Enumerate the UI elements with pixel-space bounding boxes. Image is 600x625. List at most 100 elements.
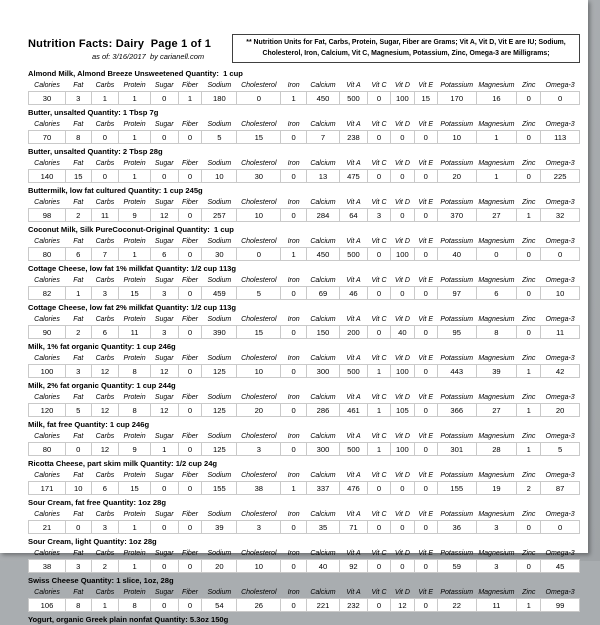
nutrient-value: 1 bbox=[118, 247, 151, 262]
nutrient-value: 87 bbox=[540, 481, 580, 496]
column-header: Carbs bbox=[95, 199, 115, 207]
nutrient-value: 0 bbox=[390, 208, 415, 223]
nutrient-value: 21 bbox=[28, 520, 66, 535]
nutrient-value: 20 bbox=[436, 169, 477, 184]
column-header: Vit E bbox=[418, 355, 434, 363]
column-header: Cholesterol bbox=[241, 511, 277, 519]
column-header: Omega-3 bbox=[545, 199, 575, 207]
column-header: Vit E bbox=[418, 394, 434, 402]
column-header: Vit A bbox=[346, 433, 361, 441]
column-header: Vit C bbox=[371, 355, 387, 363]
nutrient-value: 28 bbox=[475, 442, 518, 457]
column-header: Omega-3 bbox=[545, 433, 575, 441]
nutrient-value: 100 bbox=[390, 91, 415, 106]
nutrition-header-row: Calories Fat Carbs Protein Sugar Fiber Sodium C… bbox=[29, 119, 580, 131]
column-header: Sodium bbox=[207, 433, 232, 441]
nutrient-value: 8 bbox=[64, 598, 92, 613]
column-header: Zinc bbox=[522, 433, 536, 441]
column-header: Magnesium bbox=[478, 472, 515, 480]
column-header: Calories bbox=[34, 277, 60, 285]
nutrition-value-row: 82 1 3 15 3 0 459 5 0 69 46 0 0 0 97 6 0 10 bbox=[28, 286, 580, 301]
nutrient-value: 0 bbox=[149, 169, 179, 184]
nutrient-value: 26 bbox=[236, 598, 282, 613]
column-header: Potassium bbox=[440, 199, 474, 207]
nutrient-value: 0 bbox=[390, 520, 415, 535]
nutrient-value: 42 bbox=[540, 364, 580, 379]
column-header: Magnesium bbox=[478, 160, 515, 168]
column-header: Magnesium bbox=[478, 277, 515, 285]
column-header: Iron bbox=[287, 433, 300, 441]
nutrient-value: 30 bbox=[201, 247, 238, 262]
nutrient-value: 3 bbox=[149, 286, 179, 301]
nutrient-value: 0 bbox=[280, 442, 307, 457]
column-header: Magnesium bbox=[478, 238, 515, 246]
nutrient-value: 0 bbox=[366, 520, 392, 535]
food-section: Sour Cream, light Quantity: 1oz 28g Calo… bbox=[28, 537, 582, 574]
column-header: Zinc bbox=[522, 238, 536, 246]
nutrient-value: 3 bbox=[90, 520, 120, 535]
nutrient-value: 0 bbox=[177, 481, 203, 496]
nutrient-value: 100 bbox=[390, 364, 415, 379]
column-header: Vit D bbox=[394, 82, 410, 90]
nutrient-value: 12 bbox=[390, 598, 415, 613]
food-section: Milk, 2% fat organic Quantity: 1 cup 244… bbox=[28, 381, 582, 418]
nutrient-value: 370 bbox=[436, 208, 477, 223]
column-header: Fiber bbox=[182, 589, 198, 597]
nutrient-value: 0 bbox=[413, 403, 438, 418]
food-title: Buttermilk, low fat cultured Quantity: 1… bbox=[28, 186, 203, 196]
nutrition-value-row: 38 3 2 1 0 0 20 10 0 40 92 0 0 0 59 3 0 45 bbox=[28, 559, 580, 574]
column-header: Potassium bbox=[440, 238, 474, 246]
nutrient-value: 2 bbox=[516, 481, 542, 496]
nutrient-value: 0 bbox=[413, 598, 438, 613]
column-header: Sugar bbox=[154, 82, 174, 90]
nutrition-table: Calories Fat Carbs Protein Sugar Fiber Sodium C… bbox=[28, 236, 580, 262]
nutrition-value-row: 100 3 12 8 12 0 125 10 0 300 500 1 100 0 443 39 1 42 bbox=[28, 364, 580, 379]
nutrient-value: 1 bbox=[366, 442, 392, 457]
nutrient-value: 500 bbox=[339, 442, 368, 457]
nutrient-value: 100 bbox=[390, 442, 415, 457]
nutrient-value: 5 bbox=[201, 130, 238, 145]
column-header: Cholesterol bbox=[241, 121, 277, 129]
nutrient-value: 3 bbox=[366, 208, 392, 223]
nutrient-value: 0 bbox=[516, 169, 542, 184]
column-header: Carbs bbox=[95, 82, 115, 90]
nutrient-value: 1 bbox=[118, 559, 151, 574]
column-header: Zinc bbox=[522, 316, 536, 324]
column-header: Sugar bbox=[154, 433, 174, 441]
nutrient-value: 301 bbox=[436, 442, 477, 457]
nutrient-value: 459 bbox=[201, 286, 238, 301]
column-header: Zinc bbox=[522, 394, 536, 402]
nutrient-value: 0 bbox=[177, 169, 203, 184]
column-header: Vit E bbox=[418, 238, 434, 246]
column-header: Iron bbox=[287, 316, 300, 324]
nutrient-value: 390 bbox=[201, 325, 238, 340]
column-header: Sodium bbox=[207, 199, 232, 207]
column-header: Vit E bbox=[418, 121, 434, 129]
column-header: Fat bbox=[73, 589, 84, 597]
food-title: Milk, fat free Quantity: 1 cup 246g bbox=[28, 420, 150, 430]
food-title: Butter, unsalted Quantity: 1 Tbsp 7g bbox=[28, 108, 159, 118]
nutrient-value: 6 bbox=[90, 325, 120, 340]
column-header: Vit E bbox=[418, 316, 434, 324]
nutrient-value: 0 bbox=[280, 169, 307, 184]
column-header: Sodium bbox=[207, 355, 232, 363]
nutrition-value-row: 70 8 0 1 0 0 5 15 0 7 238 0 0 0 10 1 0 113 bbox=[28, 130, 580, 145]
nutrient-value: 16 bbox=[475, 91, 518, 106]
column-header: Vit C bbox=[371, 511, 387, 519]
column-header: Calcium bbox=[310, 355, 336, 363]
column-header: Sugar bbox=[154, 394, 174, 402]
column-header: Carbs bbox=[95, 238, 115, 246]
nutrient-value: 12 bbox=[149, 364, 179, 379]
column-header: Vit A bbox=[346, 160, 361, 168]
food-section: Cottage Cheese, low fat 1% milkfat Quant… bbox=[28, 264, 582, 301]
column-header: Vit D bbox=[394, 589, 410, 597]
nutrition-value-row: 120 5 12 8 12 0 125 20 0 286 461 1 105 0 366 27 1 20 bbox=[28, 403, 580, 418]
nutrition-value-row: 80 0 12 9 1 0 125 3 0 300 500 1 100 0 301 28 1 5 bbox=[28, 442, 580, 457]
nutrient-value: 3 bbox=[475, 559, 518, 574]
column-header: Sodium bbox=[207, 160, 232, 168]
column-header: Vit A bbox=[346, 277, 361, 285]
nutrient-value: 3 bbox=[64, 91, 92, 106]
column-header: Carbs bbox=[95, 589, 115, 597]
nutrition-table: Calories Fat Carbs Protein Sugar Fiber Sodium C… bbox=[28, 197, 580, 223]
nutrition-table: Calories Fat Carbs Protein Sugar Fiber Sodium C… bbox=[28, 470, 580, 496]
